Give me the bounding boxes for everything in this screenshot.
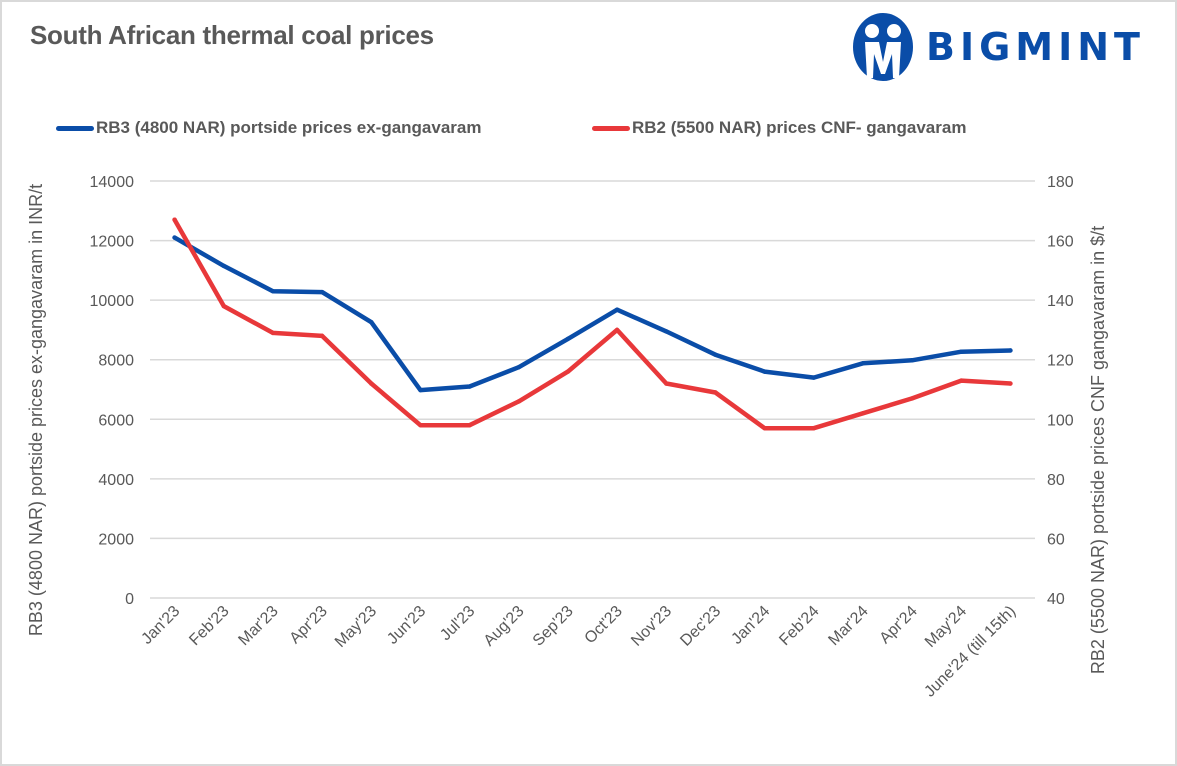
data-point-rb2 bbox=[467, 423, 472, 428]
y2-tick-label: 40 bbox=[1047, 591, 1065, 608]
y-tick-label: 8000 bbox=[98, 353, 134, 370]
x-tick-label: Oct'23 bbox=[582, 603, 626, 647]
x-tick-label: Jan'23 bbox=[138, 603, 183, 648]
y2-tick-label: 120 bbox=[1047, 353, 1074, 370]
data-point-rb2 bbox=[516, 399, 521, 404]
y-axis-left-ticks: 0 2000 4000 6000 8000 10000 12000 14000 bbox=[90, 174, 135, 608]
y2-tick-label: 60 bbox=[1047, 531, 1065, 548]
data-point-rb2 bbox=[418, 423, 423, 428]
x-axis-ticks: Jan'23 Feb'23 Mar'23 Apr'23 May'23 Jun'23 Jul'… bbox=[138, 603, 1019, 701]
data-point-rb3 bbox=[909, 358, 915, 363]
x-tick-label: Dec'23 bbox=[677, 603, 724, 650]
x-tick-label: May'23 bbox=[332, 603, 380, 651]
data-point-rb3 bbox=[221, 263, 226, 269]
data-point-rb2 bbox=[614, 327, 620, 333]
data-point-rb2 bbox=[221, 303, 226, 309]
data-point-rb3 bbox=[762, 369, 767, 374]
brand-name: BIGMINT bbox=[926, 25, 1145, 69]
legend-label-rb2: RB2 (5500 NAR) prices CNF- gangavaram bbox=[632, 118, 967, 137]
y-tick-label: 14000 bbox=[90, 174, 135, 191]
x-tick-label: May'24 bbox=[922, 603, 970, 651]
y-axis-left-label: RB3 (4800 NAR) portside prices ex-gangav… bbox=[26, 184, 46, 636]
series-lines bbox=[172, 217, 1013, 431]
data-point-rb3 bbox=[713, 352, 718, 357]
data-point-rb2 bbox=[909, 396, 915, 401]
data-point-rb2 bbox=[762, 426, 767, 431]
data-point-rb2 bbox=[1008, 381, 1013, 386]
gridlines bbox=[150, 180, 1035, 599]
data-point-rb2 bbox=[664, 381, 669, 386]
y-tick-label: 4000 bbox=[98, 472, 134, 489]
series-line-rb3 bbox=[172, 235, 1013, 393]
y2-tick-label: 100 bbox=[1047, 412, 1074, 429]
legend-swatch-rb2 bbox=[592, 125, 630, 131]
data-point-rb3 bbox=[467, 384, 472, 389]
data-point-rb2 bbox=[959, 378, 964, 383]
x-tick-label: Apr'24 bbox=[877, 603, 921, 647]
y-tick-label: 2000 bbox=[98, 531, 134, 548]
legend: RB3 (4800 NAR) portside prices ex-gangav… bbox=[0, 118, 1177, 142]
data-point-rb2 bbox=[811, 426, 816, 431]
x-tick-label: Nov'23 bbox=[628, 603, 675, 650]
data-point-rb2 bbox=[369, 381, 374, 386]
data-point-rb2 bbox=[172, 217, 177, 222]
x-tick-label: Feb'24 bbox=[776, 603, 822, 649]
data-point-rb3 bbox=[516, 364, 521, 370]
bigmint-logo-icon bbox=[853, 13, 913, 81]
y-tick-label: 12000 bbox=[90, 234, 135, 251]
data-point-rb3 bbox=[565, 336, 571, 342]
data-point-rb3 bbox=[860, 361, 866, 366]
y-axis-right-label: RB2 (5500 NAR) portside prices CNF ganga… bbox=[1088, 226, 1108, 674]
data-point-rb2 bbox=[270, 330, 276, 336]
data-point-rb3 bbox=[614, 307, 620, 312]
legend-item-rb2: RB2 (5500 NAR) prices CNF- gangavaram bbox=[592, 118, 966, 138]
data-point-rb2 bbox=[713, 390, 718, 395]
y-tick-label: 6000 bbox=[98, 412, 134, 429]
x-tick-label: Sep'23 bbox=[530, 603, 577, 650]
y-tick-label: 10000 bbox=[90, 293, 135, 310]
x-tick-label: Mar'24 bbox=[825, 603, 871, 649]
data-point-rb2 bbox=[860, 411, 866, 416]
y2-tick-label: 80 bbox=[1047, 472, 1065, 489]
x-tick-label: Jun'23 bbox=[384, 603, 429, 648]
y-tick-label: 0 bbox=[125, 591, 134, 608]
x-tick-label: June'24 (till 15th) bbox=[921, 603, 1019, 701]
data-point-rb3 bbox=[959, 349, 964, 354]
data-point-rb3 bbox=[270, 289, 276, 294]
legend-item-rb3: RB3 (4800 NAR) portside prices ex-gangav… bbox=[56, 118, 481, 138]
y2-tick-label: 180 bbox=[1047, 174, 1074, 191]
series-line-rb2 bbox=[172, 217, 1013, 431]
x-tick-label: Mar'23 bbox=[235, 603, 281, 649]
x-tick-label: Jul'23 bbox=[437, 603, 478, 644]
data-point-rb3 bbox=[172, 235, 177, 240]
data-point-rb3 bbox=[319, 289, 325, 295]
data-point-rb2 bbox=[565, 369, 571, 374]
data-point-rb3 bbox=[811, 375, 816, 380]
x-tick-label: Aug'23 bbox=[481, 603, 528, 650]
x-tick-label: Jan'24 bbox=[728, 603, 773, 648]
chart-title: South African thermal coal prices bbox=[30, 20, 434, 50]
data-point-rb3 bbox=[664, 329, 669, 334]
x-tick-label: Apr'23 bbox=[287, 603, 331, 647]
data-point-rb3 bbox=[418, 387, 423, 393]
legend-swatch-rb3 bbox=[56, 125, 94, 131]
data-point-rb3 bbox=[369, 319, 374, 325]
x-tick-label: Feb'23 bbox=[186, 603, 232, 649]
data-point-rb2 bbox=[319, 333, 325, 339]
y-axis-right-ticks: 40 60 80 100 120 140 160 180 bbox=[1047, 174, 1074, 608]
y2-tick-label: 160 bbox=[1047, 234, 1074, 251]
legend-label-rb3: RB3 (4800 NAR) portside prices ex-gangav… bbox=[96, 118, 482, 137]
y2-tick-label: 140 bbox=[1047, 293, 1074, 310]
data-point-rb3 bbox=[1008, 348, 1013, 353]
bigmint-logo: BIGMINT bbox=[852, 12, 1145, 82]
